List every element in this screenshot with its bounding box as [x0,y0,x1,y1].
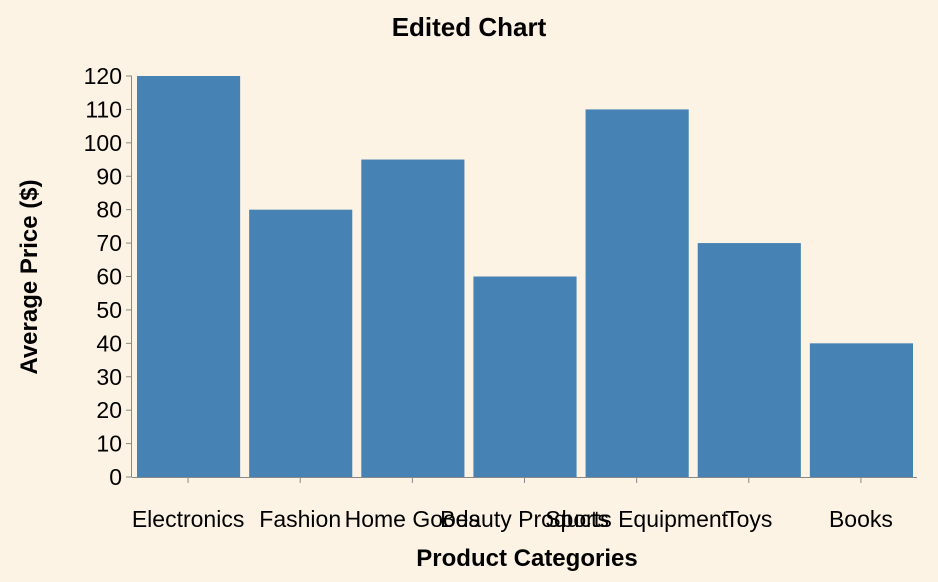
bar[interactable] [361,159,465,478]
x-tick-label: Books [829,506,893,532]
y-tick-label: 90 [96,163,122,189]
y-tick-label: 70 [96,230,122,256]
bar[interactable] [249,209,353,478]
x-tick-label: Sports Equipment [545,506,728,532]
x-tick-label: Toys [725,506,772,532]
bars-group [137,76,913,478]
y-axis-title: Average Price ($) [16,179,43,374]
y-tick-label: 80 [96,197,122,223]
x-tick-label: Home Goods [345,506,481,532]
x-tick-label: Electronics [132,506,244,532]
bar[interactable] [473,276,577,478]
y-tick-label: 60 [96,264,122,290]
y-tick-label: 120 [84,63,122,89]
bar[interactable] [697,243,801,477]
chart-title: Edited Chart [392,12,547,42]
bar[interactable] [137,76,241,477]
y-tick-label: 50 [96,297,122,323]
x-tick-label: Fashion [259,506,341,532]
y-tick-label: 30 [96,364,122,390]
y-tick-label: 20 [96,397,122,423]
y-tick-label: 110 [85,96,122,122]
y-tick-label: 100 [84,130,122,156]
bar[interactable] [585,109,689,478]
y-tick-label: 40 [96,330,122,356]
x-axis-title: Product Categories [416,545,637,572]
x-tick-label: Beauty Products [440,506,609,532]
bar[interactable] [809,343,913,477]
y-axis: 0 10 20 30 40 50 60 70 80 90 100 110 120 [84,63,132,490]
y-tick-label: 10 [96,431,122,457]
y-tick-label: 0 [109,464,122,490]
